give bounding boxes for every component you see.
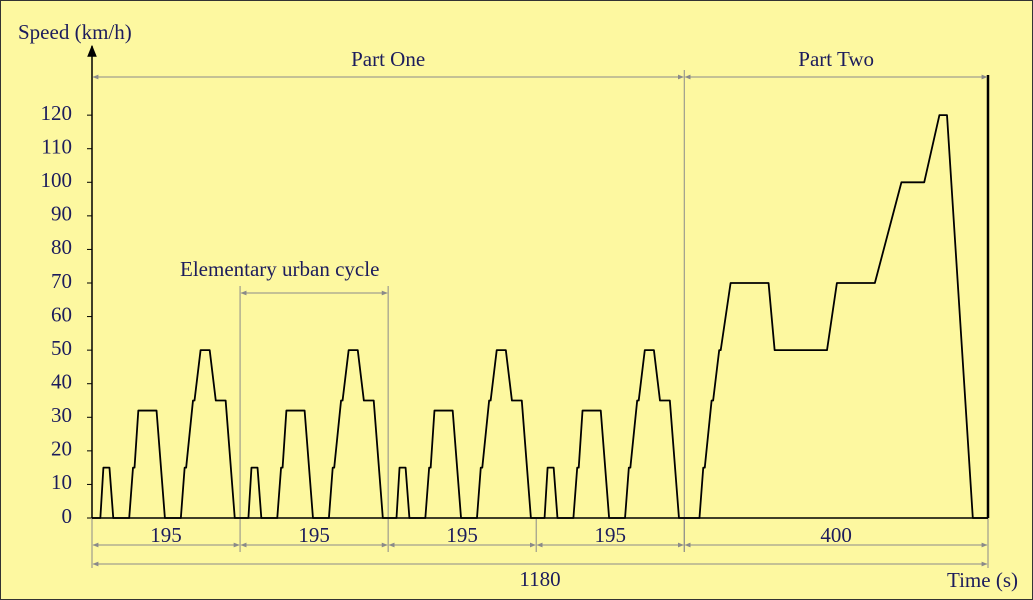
span-label: 195 (150, 523, 182, 547)
y-tick-label: 110 (41, 135, 72, 159)
span-label: 400 (820, 523, 852, 547)
part-label: Part One (351, 47, 425, 71)
y-tick-label: 30 (51, 403, 72, 427)
y-tick-label: 60 (51, 302, 72, 326)
part-label: Part Two (798, 47, 874, 71)
span-label: 195 (298, 523, 330, 547)
span-label: 195 (446, 523, 478, 547)
y-axis-label: Speed (km/h) (18, 20, 132, 44)
y-tick-label: 10 (51, 470, 72, 494)
y-tick-label: 80 (51, 235, 72, 259)
y-tick-label: 100 (41, 168, 73, 192)
y-tick-label: 20 (51, 437, 72, 461)
y-tick-label: 70 (51, 269, 72, 293)
span-label: 195 (594, 523, 626, 547)
cycle-label: Elementary urban cycle (180, 257, 379, 281)
y-tick-label: 0 (62, 504, 73, 528)
total-label: 1180 (519, 567, 560, 591)
x-axis-label: Time (s) (947, 568, 1018, 592)
y-tick-label: 90 (51, 202, 72, 226)
y-tick-label: 40 (51, 370, 72, 394)
y-tick-label: 120 (41, 101, 73, 125)
y-tick-label: 50 (51, 336, 72, 360)
speed-line (92, 114, 988, 519)
